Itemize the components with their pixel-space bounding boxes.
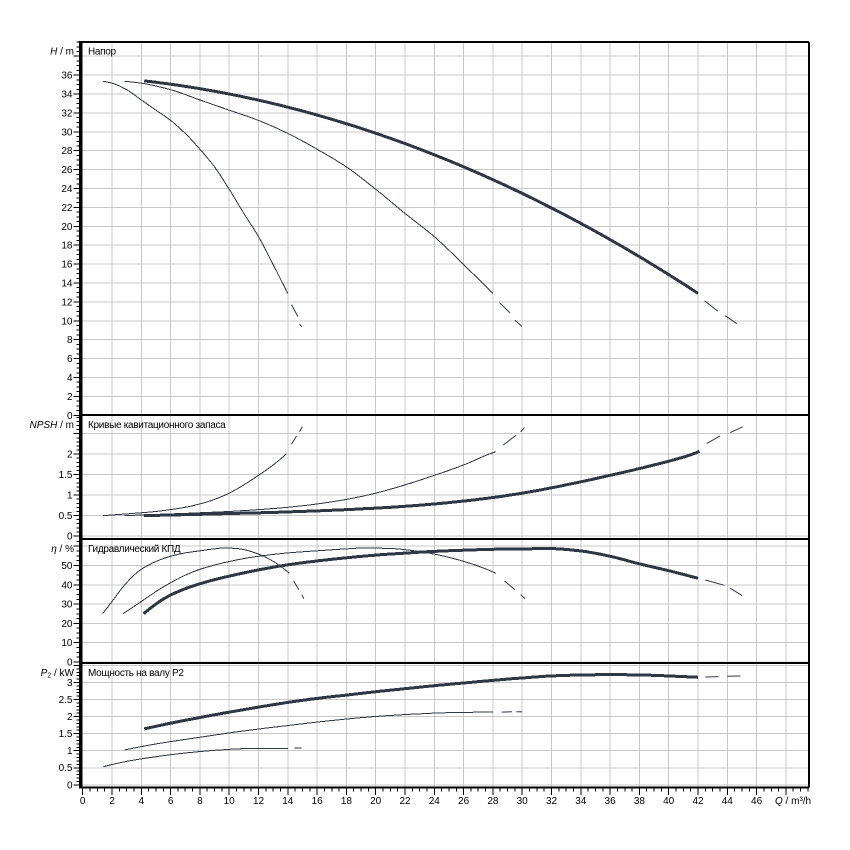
svg-text:20: 20	[61, 222, 73, 233]
svg-text:34: 34	[575, 796, 587, 807]
svg-text:32: 32	[546, 796, 558, 807]
svg-text:Гидравлический КПД: Гидравлический КПД	[88, 544, 181, 555]
svg-text:20: 20	[370, 796, 382, 807]
svg-text:6: 6	[168, 796, 174, 807]
svg-text:2.5: 2.5	[59, 695, 73, 706]
svg-text:0: 0	[80, 796, 86, 807]
svg-text:40: 40	[663, 796, 675, 807]
svg-text:0: 0	[67, 658, 73, 669]
svg-text:30: 30	[61, 127, 73, 138]
svg-text:8: 8	[67, 335, 73, 346]
svg-text:34: 34	[61, 90, 73, 101]
svg-text:Q / m³/h: Q / m³/h	[775, 796, 811, 807]
svg-text:10: 10	[224, 796, 236, 807]
svg-text:1: 1	[67, 746, 73, 757]
svg-text:0: 0	[67, 532, 73, 543]
svg-text:0: 0	[67, 780, 73, 791]
svg-text:NPSH / m: NPSH / m	[30, 420, 74, 431]
svg-text:0.5: 0.5	[59, 763, 73, 774]
svg-text:4: 4	[67, 373, 73, 384]
svg-text:26: 26	[458, 796, 470, 807]
svg-text:2: 2	[67, 450, 73, 461]
svg-text:36: 36	[605, 796, 617, 807]
svg-text:2: 2	[109, 796, 115, 807]
svg-text:12: 12	[61, 297, 73, 308]
svg-text:10: 10	[61, 638, 73, 649]
svg-text:24: 24	[429, 796, 441, 807]
svg-text:24: 24	[61, 184, 73, 195]
svg-text:28: 28	[487, 796, 499, 807]
svg-text:28: 28	[61, 146, 73, 157]
svg-text:22: 22	[61, 203, 73, 214]
svg-text:2: 2	[67, 712, 73, 723]
svg-text:2: 2	[67, 392, 73, 403]
svg-text:18: 18	[341, 796, 353, 807]
svg-text:46: 46	[751, 796, 763, 807]
svg-text:0.5: 0.5	[59, 511, 73, 522]
svg-text:η / %: η / %	[51, 544, 74, 555]
svg-text:40: 40	[61, 580, 73, 591]
svg-text:18: 18	[61, 241, 73, 252]
svg-text:8: 8	[197, 796, 203, 807]
svg-text:30: 30	[517, 796, 529, 807]
svg-text:H / m: H / m	[50, 47, 74, 58]
svg-text:12: 12	[253, 796, 265, 807]
svg-text:16: 16	[61, 260, 73, 271]
svg-text:3: 3	[67, 678, 73, 689]
svg-text:1.5: 1.5	[59, 470, 73, 481]
svg-text:1: 1	[67, 491, 73, 502]
svg-text:Напор: Напор	[88, 47, 117, 58]
svg-text:26: 26	[61, 165, 73, 176]
svg-text:32: 32	[61, 108, 73, 119]
svg-text:42: 42	[692, 796, 704, 807]
svg-text:P2 / kW: P2 / kW	[41, 668, 75, 680]
svg-text:0: 0	[67, 411, 73, 422]
svg-text:1.5: 1.5	[59, 729, 73, 740]
svg-text:20: 20	[61, 619, 73, 630]
svg-text:Мощность на валу P2: Мощность на валу P2	[88, 668, 184, 679]
svg-text:44: 44	[722, 796, 734, 807]
svg-text:38: 38	[634, 796, 646, 807]
svg-text:4: 4	[139, 796, 145, 807]
svg-text:10: 10	[61, 316, 73, 327]
svg-text:Кривые кавитационного запаса: Кривые кавитационного запаса	[88, 420, 226, 431]
svg-text:50: 50	[61, 561, 73, 572]
svg-text:16: 16	[312, 796, 324, 807]
svg-text:6: 6	[67, 354, 73, 365]
svg-text:14: 14	[61, 279, 73, 290]
svg-text:30: 30	[61, 600, 73, 611]
svg-text:14: 14	[282, 796, 294, 807]
svg-text:36: 36	[61, 71, 73, 82]
svg-text:22: 22	[399, 796, 411, 807]
